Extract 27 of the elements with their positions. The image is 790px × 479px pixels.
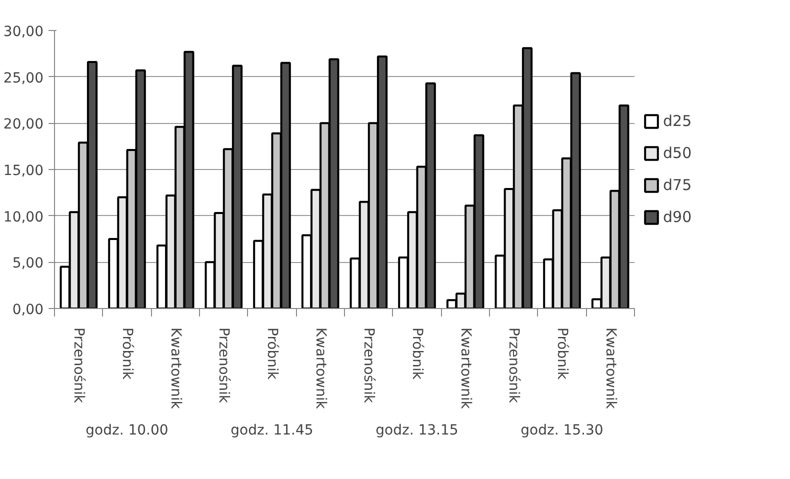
y-tick-label: 0,00: [12, 302, 44, 318]
x-tick-label: Próbnik: [409, 328, 425, 380]
y-tick-label: 5,00: [12, 256, 44, 272]
y-tick-label: 10,00: [3, 209, 44, 226]
text: godz. 13.15: [376, 422, 458, 438]
y-tick-label: 20,00: [3, 116, 44, 133]
y-tick-label: 30,00: [3, 24, 44, 40]
x-tick-label: Kwartownik: [312, 328, 328, 410]
x-tick-label: Kwartownik: [167, 328, 184, 410]
y-tick-label: 25,00: [3, 70, 44, 86]
legend-label: d25: [663, 112, 693, 130]
x-tick-label: Przenośnik: [70, 328, 87, 404]
x-tick-label: Próbnik: [554, 328, 570, 380]
x-tick-label: Przenośnik: [216, 328, 232, 404]
legend-label: d75: [663, 176, 693, 194]
x-tick-label: Kwartownik: [602, 328, 618, 410]
legend-label: d50: [663, 144, 693, 162]
x-tick-label: Próbnik: [264, 328, 280, 380]
legend-label: d90: [663, 208, 693, 226]
x-tick-label: Przenośnik: [506, 328, 522, 404]
y-tick-label: 15,00: [3, 163, 44, 179]
text: godz. 11.45: [230, 422, 314, 438]
x-tick-label: Kwartownik: [457, 328, 474, 410]
x-tick-label: Przenośnik: [360, 328, 377, 404]
x-tick-label: Próbnik: [119, 328, 135, 380]
text: godz. 15.30: [520, 422, 604, 438]
text: godz. 10.00: [86, 422, 168, 438]
